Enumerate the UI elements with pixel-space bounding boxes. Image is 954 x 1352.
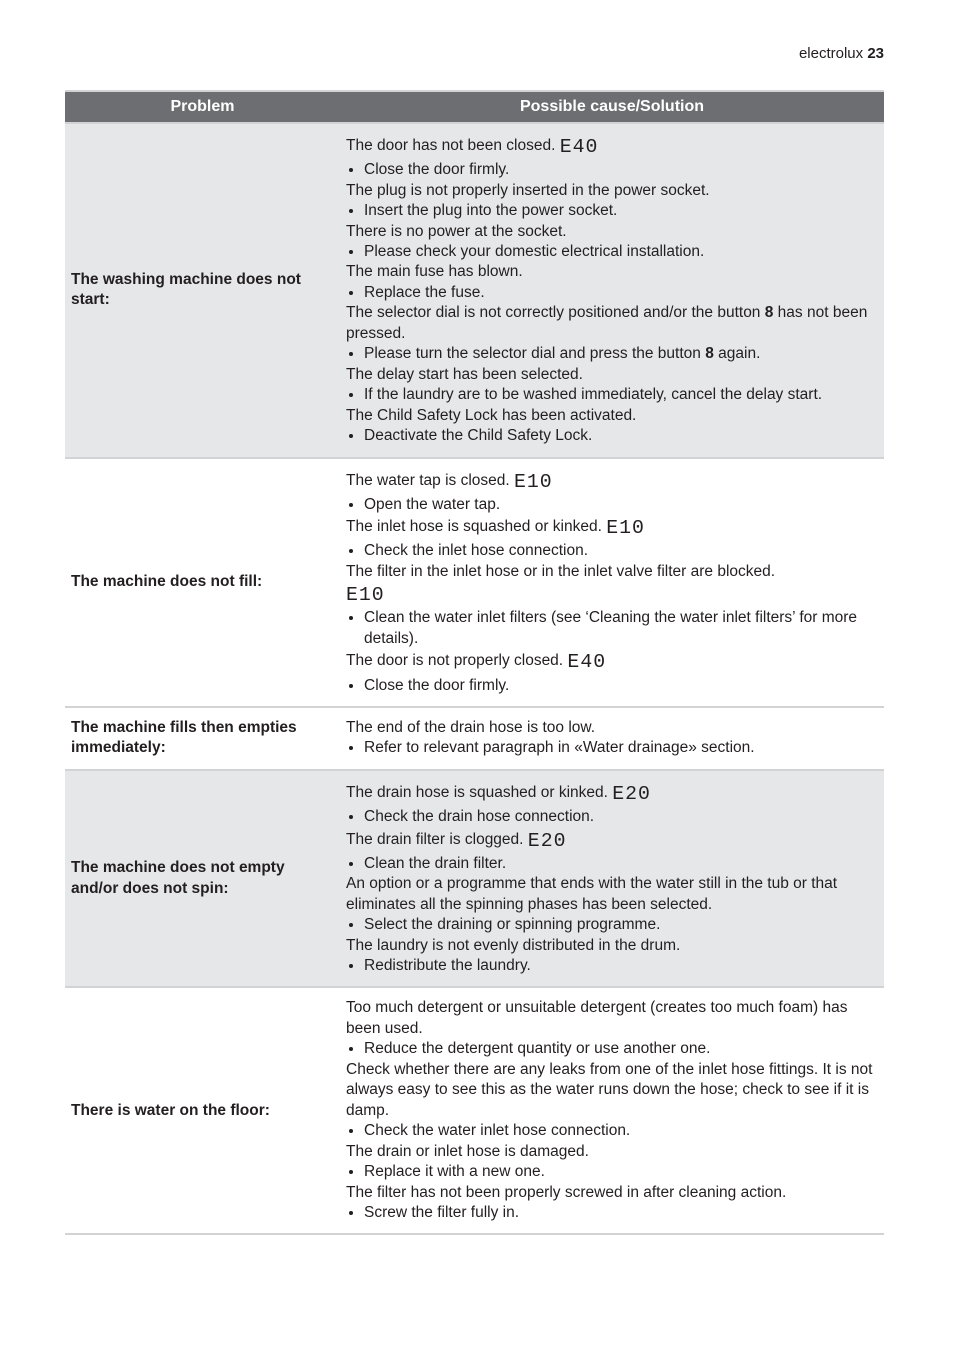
problem-cell: The machine does not fill:: [65, 458, 340, 707]
remedy-item: Please check your domestic electrical in…: [364, 242, 874, 262]
remedy-list: Clean the drain filter.: [346, 854, 874, 874]
remedy-list: Screw the filter fully in.: [346, 1203, 874, 1223]
cause-line: The drain hose is squashed or kinked. E2…: [346, 781, 874, 807]
remedy-list: Replace the fuse.: [346, 283, 874, 303]
cause-line: The drain or inlet hose is damaged.: [346, 1142, 874, 1162]
remedy-item: Replace it with a new one.: [364, 1162, 874, 1182]
table-row: The machine fills then empties immediate…: [65, 707, 884, 770]
solution-cell: The door has not been closed. E40Close t…: [340, 123, 884, 458]
remedy-item: Screw the filter fully in.: [364, 1203, 874, 1223]
remedy-item: Refer to relevant paragraph in «Water dr…: [364, 738, 874, 758]
solution-cell: Too much detergent or unsuitable deterge…: [340, 987, 884, 1234]
remedy-item: Close the door firmly.: [364, 160, 874, 180]
remedy-item: Reduce the detergent quantity or use ano…: [364, 1039, 874, 1059]
cause-line: Too much detergent or unsuitable deterge…: [346, 998, 874, 1039]
remedy-item: If the laundry are to be washed immediat…: [364, 385, 874, 405]
remedy-item: Insert the plug into the power socket.: [364, 201, 874, 221]
remedy-item: Select the draining or spinning programm…: [364, 915, 874, 935]
cause-line: The filter has not been properly screwed…: [346, 1183, 874, 1203]
solution-cell: The drain hose is squashed or kinked. E2…: [340, 770, 884, 988]
remedy-list: Close the door firmly.: [346, 676, 874, 696]
remedy-list: If the laundry are to be washed immediat…: [346, 385, 874, 405]
table-row: There is water on the floor:Too much det…: [65, 987, 884, 1234]
troubleshoot-table: Problem Possible cause/Solution The wash…: [65, 90, 884, 1235]
table-row: The machine does not empty and/or does n…: [65, 770, 884, 988]
cause-line: The water tap is closed. E10: [346, 469, 874, 495]
remedy-list: Close the door firmly.: [346, 160, 874, 180]
remedy-list: Open the water tap.: [346, 495, 874, 515]
cause-line: The laundry is not evenly distributed in…: [346, 936, 874, 956]
remedy-list: Check the water inlet hose connection.: [346, 1121, 874, 1141]
remedy-list: Reduce the detergent quantity or use ano…: [346, 1039, 874, 1059]
col-header-problem: Problem: [65, 91, 340, 123]
remedy-list: Redistribute the laundry.: [346, 956, 874, 976]
page-header: electrolux 23: [65, 45, 884, 62]
cause-line: The door has not been closed. E40: [346, 134, 874, 160]
cause-line: Check whether there are any leaks from o…: [346, 1060, 874, 1121]
page-number: 23: [867, 45, 884, 62]
remedy-item: Close the door firmly.: [364, 676, 874, 696]
col-header-solution: Possible cause/Solution: [340, 91, 884, 123]
cause-line: The filter in the inlet hose or in the i…: [346, 562, 874, 582]
cause-line: The selector dial is not correctly posit…: [346, 303, 874, 344]
solution-cell: The end of the drain hose is too low.Ref…: [340, 707, 884, 770]
remedy-item: Clean the drain filter.: [364, 854, 874, 874]
cause-line: The door is not properly closed. E40: [346, 649, 874, 675]
cause-line: The drain filter is clogged. E20: [346, 828, 874, 854]
cause-line: The delay start has been selected.: [346, 365, 874, 385]
remedy-item: Check the water inlet hose connection.: [364, 1121, 874, 1141]
remedy-list: Check the inlet hose connection.: [346, 541, 874, 561]
problem-cell: The machine does not empty and/or does n…: [65, 770, 340, 988]
remedy-list: Replace it with a new one.: [346, 1162, 874, 1182]
remedy-item: Open the water tap.: [364, 495, 874, 515]
cause-line: An option or a programme that ends with …: [346, 874, 874, 915]
solution-cell: The water tap is closed. E10Open the wat…: [340, 458, 884, 707]
cause-line: There is no power at the socket.: [346, 222, 874, 242]
brand-label: electrolux: [799, 45, 863, 62]
table-row: The washing machine does not start:The d…: [65, 123, 884, 458]
table-row: The machine does not fill:The water tap …: [65, 458, 884, 707]
remedy-list: Clean the water inlet filters (see ‘Clea…: [346, 608, 874, 649]
remedy-list: Deactivate the Child Safety Lock.: [346, 426, 874, 446]
remedy-item: Replace the fuse.: [364, 283, 874, 303]
remedy-list: Please check your domestic electrical in…: [346, 242, 874, 262]
remedy-list: Insert the plug into the power socket.: [346, 201, 874, 221]
remedy-list: Refer to relevant paragraph in «Water dr…: [346, 738, 874, 758]
cause-line: The main fuse has blown.: [346, 262, 874, 282]
cause-line: The inlet hose is squashed or kinked. E1…: [346, 515, 874, 541]
cause-line: The Child Safety Lock has been activated…: [346, 406, 874, 426]
remedy-list: Select the draining or spinning programm…: [346, 915, 874, 935]
remedy-item: Deactivate the Child Safety Lock.: [364, 426, 874, 446]
remedy-item: Clean the water inlet filters (see ‘Clea…: [364, 608, 874, 649]
table-header-row: Problem Possible cause/Solution: [65, 91, 884, 123]
cause-code-line: E10: [346, 582, 874, 608]
remedy-item: Redistribute the laundry.: [364, 956, 874, 976]
problem-cell: There is water on the floor:: [65, 987, 340, 1234]
cause-line: The end of the drain hose is too low.: [346, 718, 874, 738]
remedy-item: Check the inlet hose connection.: [364, 541, 874, 561]
remedy-item: Check the drain hose connection.: [364, 807, 874, 827]
cause-line: The plug is not properly inserted in the…: [346, 181, 874, 201]
remedy-list: Please turn the selector dial and press …: [346, 344, 874, 364]
remedy-item: Please turn the selector dial and press …: [364, 344, 874, 364]
problem-cell: The machine fills then empties immediate…: [65, 707, 340, 770]
problem-cell: The washing machine does not start:: [65, 123, 340, 458]
remedy-list: Check the drain hose connection.: [346, 807, 874, 827]
